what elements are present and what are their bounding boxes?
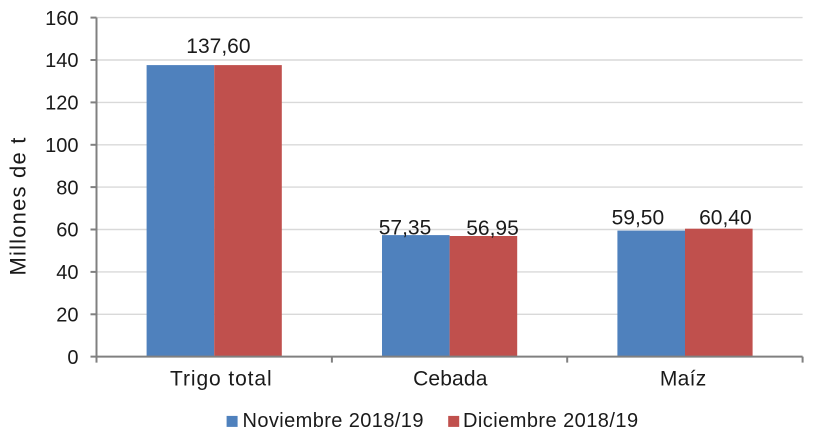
svg-text:80: 80 — [56, 177, 78, 199]
svg-text:Millones de t: Millones de t — [6, 136, 31, 275]
svg-text:160: 160 — [45, 8, 78, 30]
svg-text:20: 20 — [56, 305, 78, 327]
svg-text:57,35: 57,35 — [379, 216, 432, 239]
svg-text:40: 40 — [56, 262, 78, 284]
svg-text:140: 140 — [45, 50, 78, 72]
svg-text:Maíz: Maíz — [660, 368, 707, 391]
svg-text:Diciembre 2018/19: Diciembre 2018/19 — [463, 410, 639, 432]
svg-text:59,50: 59,50 — [612, 207, 665, 230]
svg-text:60: 60 — [56, 220, 78, 242]
svg-text:60,40: 60,40 — [699, 206, 752, 229]
svg-text:120: 120 — [45, 93, 78, 115]
svg-text:0: 0 — [67, 347, 78, 369]
svg-text:137,60: 137,60 — [186, 35, 250, 58]
svg-text:Cebada: Cebada — [413, 368, 488, 391]
svg-text:56,95: 56,95 — [466, 217, 519, 240]
svg-text:Trigo total: Trigo total — [170, 368, 273, 391]
svg-text:Noviembre 2018/19: Noviembre 2018/19 — [243, 410, 424, 432]
svg-text:100: 100 — [45, 135, 78, 157]
